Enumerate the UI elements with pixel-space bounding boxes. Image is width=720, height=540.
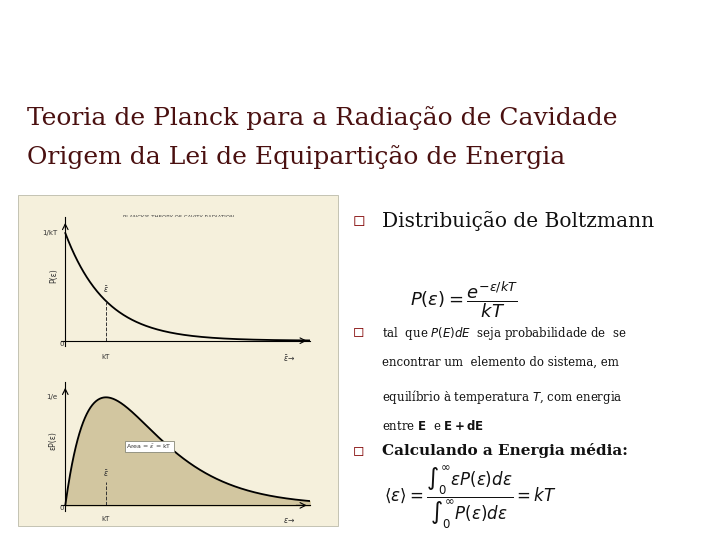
Text: $P(\varepsilon) = \dfrac{e^{-\varepsilon/kT}}{kT}$: $P(\varepsilon) = \dfrac{e^{-\varepsilon… — [410, 279, 518, 320]
Text: Area = $\bar{\varepsilon}$ = kT: Area = $\bar{\varepsilon}$ = kT — [126, 443, 172, 451]
Text: encontrar um  elemento do sistema, em: encontrar um elemento do sistema, em — [382, 356, 618, 369]
Text: tal  que $P(E)dE$  seja probabilidade de  se: tal que $P(E)dE$ seja probabilidade de s… — [382, 325, 626, 341]
FancyBboxPatch shape — [18, 195, 338, 525]
Text: $\bar{\varepsilon}$: $\bar{\varepsilon}$ — [103, 468, 109, 479]
Text: $\bar{\varepsilon}$: $\bar{\varepsilon}$ — [103, 285, 109, 295]
Text: 1/e: 1/e — [46, 394, 57, 400]
Text: equilíbrio à temperatura $T$, com energia: equilíbrio à temperatura $T$, com energi… — [382, 388, 622, 406]
Text: $\varepsilon$→: $\varepsilon$→ — [283, 516, 295, 525]
Text: $\bar{\varepsilon}$→: $\bar{\varepsilon}$→ — [283, 354, 295, 364]
Text: Calculando a Energia média:: Calculando a Energia média: — [382, 443, 627, 458]
Text: Origem da Lei de Equipartição de Energia: Origem da Lei de Equipartição de Energia — [27, 145, 566, 170]
Text: P(ε): P(ε) — [49, 269, 58, 284]
Text: kT: kT — [102, 354, 110, 360]
Text: PLANCK'S THEORY OF CAVITY RADIATION: PLANCK'S THEORY OF CAVITY RADIATION — [122, 215, 234, 220]
Text: 0: 0 — [60, 505, 64, 511]
Text: ◻: ◻ — [353, 213, 366, 228]
Text: Distribuição de Boltzmann: Distribuição de Boltzmann — [382, 212, 654, 232]
Text: ◻: ◻ — [353, 325, 364, 339]
Text: Teoria de Planck para a Radiação de Cavidade: Teoria de Planck para a Radiação de Cavi… — [27, 106, 618, 130]
Text: 0: 0 — [60, 341, 64, 347]
Text: kT: kT — [102, 516, 110, 522]
Text: ◻: ◻ — [353, 443, 364, 457]
Text: 1/kT: 1/kT — [42, 230, 57, 236]
Text: $\langle\varepsilon\rangle = \dfrac{\int_0^{\infty} \varepsilon P(\varepsilon)d\: $\langle\varepsilon\rangle = \dfrac{\int… — [384, 463, 557, 531]
Text: εP(ε): εP(ε) — [49, 431, 58, 450]
Text: entre $\mathbf{E}$  e $\mathbf{E+dE}$: entre $\mathbf{E}$ e $\mathbf{E+dE}$ — [382, 420, 483, 433]
